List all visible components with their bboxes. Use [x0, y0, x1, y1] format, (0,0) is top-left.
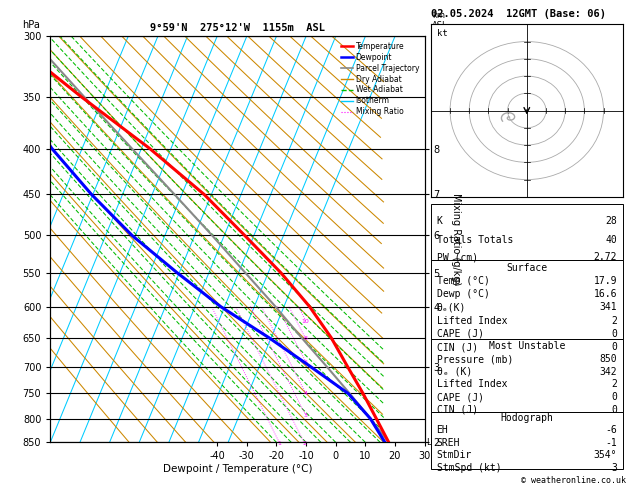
FancyBboxPatch shape	[431, 339, 623, 412]
Text: 28: 28	[605, 216, 617, 226]
Text: 341: 341	[599, 302, 617, 312]
Text: 8: 8	[303, 336, 308, 341]
Text: Most Unstable: Most Unstable	[489, 341, 565, 351]
Text: 0: 0	[611, 405, 617, 415]
Text: 3: 3	[611, 463, 617, 473]
Text: Lifted Index: Lifted Index	[437, 316, 507, 326]
Text: 1: 1	[277, 440, 281, 446]
Text: 02.05.2024  12GMT (Base: 06): 02.05.2024 12GMT (Base: 06)	[431, 9, 606, 19]
FancyBboxPatch shape	[431, 412, 623, 469]
Text: Dewp (°C): Dewp (°C)	[437, 289, 489, 299]
Text: 16.6: 16.6	[593, 289, 617, 299]
Text: CIN (J): CIN (J)	[437, 342, 478, 352]
Text: 4: 4	[303, 391, 308, 396]
Text: 0: 0	[611, 342, 617, 352]
FancyBboxPatch shape	[431, 260, 623, 339]
Legend: Temperature, Dewpoint, Parcel Trajectory, Dry Adiabat, Wet Adiabat, Isotherm, Mi: Temperature, Dewpoint, Parcel Trajectory…	[340, 40, 421, 118]
Text: CIN (J): CIN (J)	[437, 405, 478, 415]
Text: Hodograph: Hodograph	[500, 413, 554, 423]
Text: 2: 2	[611, 380, 617, 389]
Text: 342: 342	[599, 367, 617, 377]
Text: StmDir: StmDir	[437, 450, 472, 460]
Text: 850: 850	[599, 354, 617, 364]
Text: kt: kt	[437, 30, 447, 38]
Text: Surface: Surface	[506, 263, 547, 273]
Text: Lifted Index: Lifted Index	[437, 380, 507, 389]
FancyBboxPatch shape	[431, 204, 623, 260]
Title: 9°59'N  275°12'W  1155m  ASL: 9°59'N 275°12'W 1155m ASL	[150, 23, 325, 33]
Text: LCL: LCL	[426, 438, 442, 447]
Text: θₑ(K): θₑ(K)	[437, 302, 466, 312]
X-axis label: Dewpoint / Temperature (°C): Dewpoint / Temperature (°C)	[163, 464, 312, 474]
Text: PW (cm): PW (cm)	[437, 252, 478, 262]
Text: 0: 0	[611, 392, 617, 402]
Text: hPa: hPa	[22, 20, 40, 30]
Text: 6: 6	[304, 360, 308, 365]
Text: 40: 40	[605, 235, 617, 245]
Text: 354°: 354°	[593, 450, 617, 460]
Text: © weatheronline.co.uk: © weatheronline.co.uk	[521, 476, 626, 485]
Text: 17.9: 17.9	[593, 276, 617, 286]
Text: Totals Totals: Totals Totals	[437, 235, 513, 245]
Text: 3: 3	[304, 414, 308, 418]
Text: CAPE (J): CAPE (J)	[437, 392, 484, 402]
Text: CAPE (J): CAPE (J)	[437, 329, 484, 339]
Text: 10: 10	[302, 319, 309, 324]
Text: km
ASL: km ASL	[432, 11, 448, 30]
Y-axis label: Mixing Ratio (g/kg): Mixing Ratio (g/kg)	[451, 193, 461, 285]
Text: Pressure (mb): Pressure (mb)	[437, 354, 513, 364]
Text: SREH: SREH	[437, 438, 460, 448]
Text: 2.72: 2.72	[593, 252, 617, 262]
Text: -1: -1	[605, 438, 617, 448]
Text: StmSpd (kt): StmSpd (kt)	[437, 463, 501, 473]
Text: 2: 2	[302, 440, 306, 446]
Text: -6: -6	[605, 425, 617, 435]
Text: EH: EH	[437, 425, 448, 435]
Text: 0: 0	[611, 329, 617, 339]
Text: Temp (°C): Temp (°C)	[437, 276, 489, 286]
Text: K: K	[437, 216, 442, 226]
Text: 2: 2	[611, 316, 617, 326]
Text: θₑ (K): θₑ (K)	[437, 367, 472, 377]
